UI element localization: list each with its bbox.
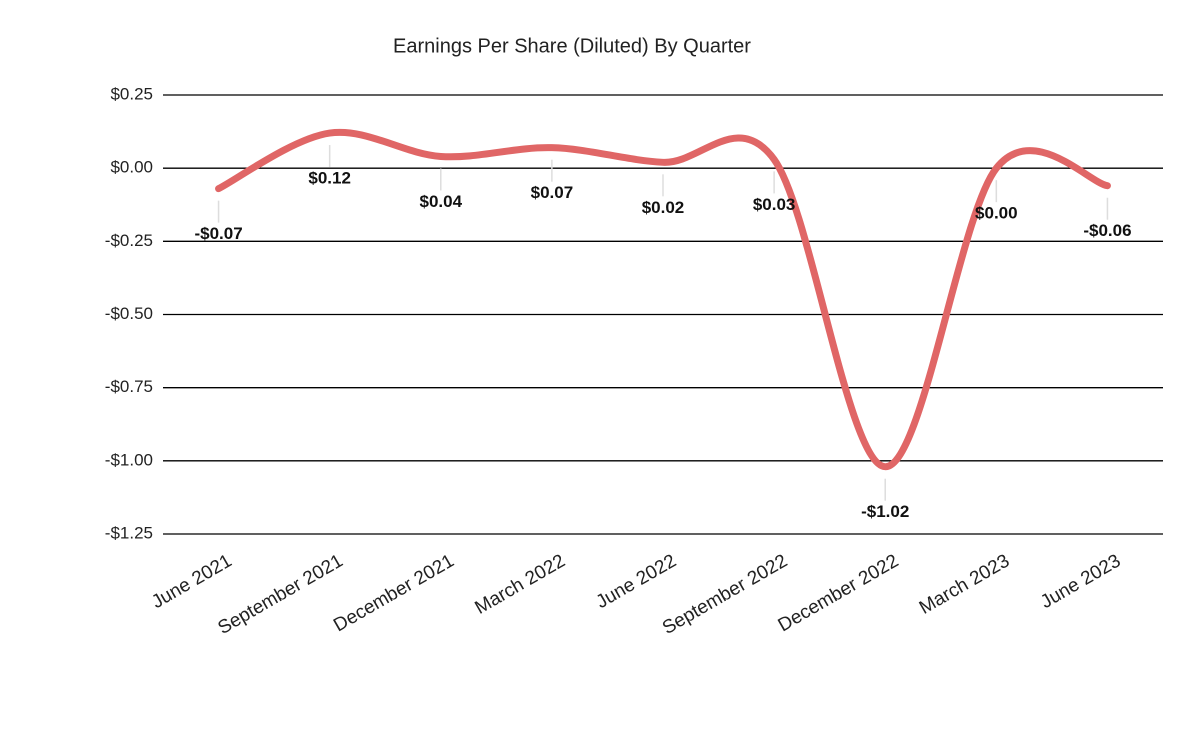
x-tick-label: June 2023 (1037, 550, 1124, 613)
chart-title: Earnings Per Share (Diluted) By Quarter (393, 35, 751, 57)
x-tick-label: March 2022 (471, 550, 568, 618)
x-tick-label: December 2022 (775, 550, 903, 636)
data-label: $0.00 (975, 204, 1018, 223)
data-label: $0.03 (753, 195, 796, 214)
x-tick-label: December 2021 (330, 550, 458, 636)
x-tick-label: March 2023 (916, 550, 1013, 618)
y-tick-label: -$0.75 (105, 377, 153, 396)
data-label: $0.12 (308, 169, 351, 188)
y-tick-label: -$1.25 (105, 523, 153, 542)
data-label: $0.02 (642, 198, 685, 217)
data-label: -$1.02 (861, 502, 909, 521)
data-label: -$0.07 (194, 224, 242, 243)
y-tick-label: $0.25 (110, 84, 153, 103)
y-tick-label: -$0.50 (105, 304, 153, 323)
data-label: $0.04 (420, 192, 463, 211)
line (215, 128, 1111, 471)
x-tick-label: September 2021 (214, 550, 346, 638)
y-tick-label: -$1.00 (105, 450, 153, 469)
x-tick-label: September 2022 (659, 550, 791, 638)
y-tick-label: $0.00 (110, 158, 153, 177)
data-label: $0.07 (531, 183, 574, 202)
x-tick-label: June 2022 (593, 550, 680, 613)
y-tick-label: -$0.25 (105, 231, 153, 250)
x-tick-label: June 2021 (148, 550, 235, 613)
data-label: -$0.06 (1083, 221, 1131, 240)
